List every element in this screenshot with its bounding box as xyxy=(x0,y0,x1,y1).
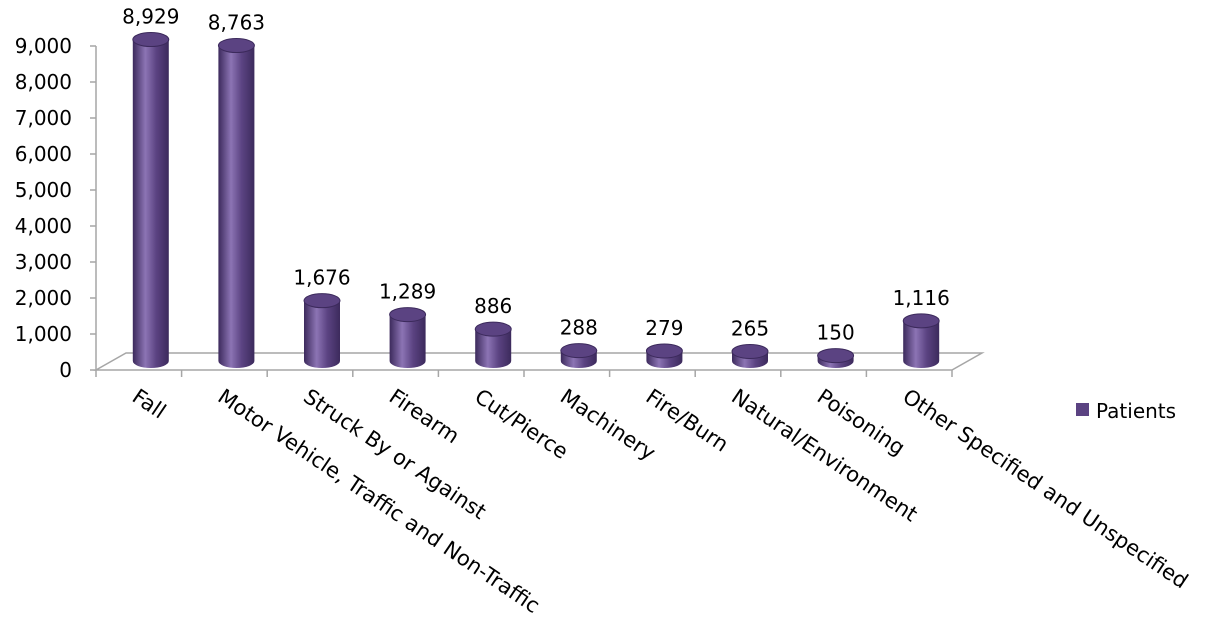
y-tick-label: 9,000 xyxy=(15,34,72,58)
bar-top xyxy=(731,343,769,359)
bar xyxy=(474,321,512,368)
x-tick-labels: Fall Motor Vehicle, Traffic and Non-Traff… xyxy=(128,384,1192,618)
chart-floor xyxy=(93,352,985,371)
data-label: 886 xyxy=(474,294,512,318)
bar xyxy=(817,348,855,368)
data-labels: 8,929 8,763 1,676 1,289 886 288 279 265 150 1,116 xyxy=(122,5,950,345)
bar xyxy=(217,38,255,368)
bar-body xyxy=(304,300,340,368)
data-label: 265 xyxy=(731,316,769,340)
bar-top xyxy=(132,32,170,48)
bars xyxy=(132,32,940,368)
y-tick-labels: 0 1,000 2,000 3,000 4,000 5,000 6,000 7,000 8,00… xyxy=(15,34,72,382)
data-label: 1,116 xyxy=(893,286,950,310)
y-tick-label: 8,000 xyxy=(15,70,72,94)
bar-top xyxy=(303,293,341,309)
y-tick-label: 1,000 xyxy=(15,322,72,346)
y-tick-label: 6,000 xyxy=(15,142,72,166)
y-tick-label: 2,000 xyxy=(15,286,72,310)
bar xyxy=(560,343,598,368)
bar-body xyxy=(389,314,426,368)
data-label: 150 xyxy=(817,321,855,345)
data-label: 1,289 xyxy=(379,280,436,304)
bar-body xyxy=(218,45,255,368)
bar-body xyxy=(132,39,169,368)
x-tick-label: Cut/Pierce xyxy=(470,384,572,464)
bar-top xyxy=(902,313,940,329)
bar-top xyxy=(217,38,255,54)
y-tick-label: 0 xyxy=(59,358,72,382)
bar-top xyxy=(474,321,512,337)
bar-top xyxy=(645,343,683,359)
y-tick-label: 7,000 xyxy=(15,106,72,130)
x-tick-label: Fall xyxy=(128,384,170,423)
bar xyxy=(132,32,170,368)
legend-swatch xyxy=(1076,403,1089,416)
x-tick-label: Machinery xyxy=(556,384,660,465)
data-label: 279 xyxy=(645,316,683,340)
bar-top xyxy=(560,343,598,359)
y-tick-label: 3,000 xyxy=(15,250,72,274)
data-label: 288 xyxy=(560,316,598,340)
y-tick-label: 5,000 xyxy=(15,178,72,202)
bar-top xyxy=(817,348,855,364)
x-tick-label: Firearm xyxy=(385,384,464,448)
bar-top xyxy=(389,307,427,323)
legend-label: Patients xyxy=(1096,399,1176,423)
data-label: 8,929 xyxy=(122,5,179,29)
y-tick-label: 4,000 xyxy=(15,214,72,238)
data-label: 1,676 xyxy=(293,266,350,290)
bar xyxy=(645,343,683,368)
bar xyxy=(731,343,769,368)
bar xyxy=(902,313,940,368)
legend: Patients xyxy=(1076,399,1176,423)
bar-body xyxy=(475,329,512,368)
bar xyxy=(389,307,427,368)
bar-body xyxy=(903,320,940,368)
bar xyxy=(303,293,341,368)
data-label: 8,763 xyxy=(208,11,265,35)
axes xyxy=(90,45,985,377)
